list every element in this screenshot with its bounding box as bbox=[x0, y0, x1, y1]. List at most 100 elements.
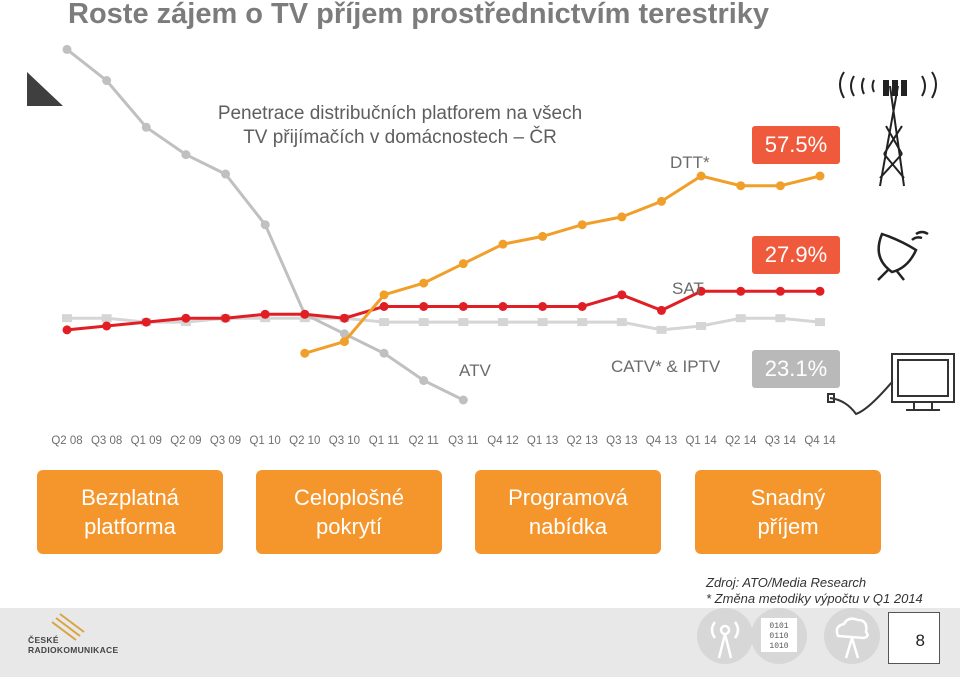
chart-subtitle-line2: TV přijímačích v domácnostech – ČR bbox=[243, 127, 557, 148]
x-tick-label: Q2 10 bbox=[289, 435, 320, 447]
x-tick-label: Q1 13 bbox=[527, 435, 558, 447]
chart-x-ticks: Q2 08 Q3 08 Q1 09 Q2 09 Q3 09 Q1 10 Q2 10 Q3 10… bbox=[51, 435, 836, 447]
source-note: Zdroj: ATO/Media Research * Změna metodi… bbox=[706, 575, 923, 607]
feature-line1: Bezplatná bbox=[81, 485, 179, 510]
x-tick-label: Q3 14 bbox=[765, 435, 797, 447]
data-point-dtt bbox=[339, 337, 349, 347]
tv-set-icon bbox=[827, 353, 955, 416]
data-point-sat bbox=[339, 313, 349, 323]
svg-text:1010: 1010 bbox=[769, 642, 788, 651]
logo-line2: RADIOKOMUNIKACE bbox=[28, 645, 119, 655]
data-point-dtt bbox=[696, 171, 706, 181]
feature-line2: nabídka bbox=[528, 514, 608, 539]
sat-value-badge: 27.9% bbox=[752, 236, 840, 274]
data-point-sat bbox=[141, 317, 151, 327]
data-point-catv bbox=[418, 318, 429, 327]
x-tick-label: Q1 09 bbox=[131, 435, 162, 447]
data-point-sat bbox=[656, 305, 666, 315]
data-point-dtt bbox=[379, 290, 389, 300]
data-point-atv bbox=[379, 348, 389, 358]
data-point-dtt bbox=[419, 278, 429, 288]
feature-line2: platforma bbox=[84, 514, 176, 539]
x-tick-label: Q1 11 bbox=[369, 435, 399, 447]
data-point-catv bbox=[775, 314, 786, 323]
series-label-atv: ATV bbox=[459, 361, 491, 380]
data-point-dtt bbox=[617, 212, 627, 222]
data-point-catv bbox=[735, 314, 746, 323]
data-point-catv bbox=[656, 325, 667, 334]
data-point-sat bbox=[181, 313, 191, 323]
transmitter-icon bbox=[839, 71, 937, 187]
feature-line2: pokrytí bbox=[315, 514, 383, 539]
data-point-atv bbox=[419, 376, 429, 386]
data-point-catv bbox=[537, 318, 548, 327]
data-point-sat bbox=[221, 313, 231, 323]
x-tick-label: Q4 12 bbox=[487, 435, 518, 447]
x-tick-label: Q3 08 bbox=[91, 435, 122, 447]
data-point-atv bbox=[62, 44, 72, 54]
data-point-atv bbox=[181, 150, 191, 160]
data-point-sat bbox=[300, 309, 310, 319]
x-tick-label: Q3 09 bbox=[210, 435, 241, 447]
logo-line1: ČESKÉ bbox=[28, 635, 59, 645]
x-tick-label: Q1 10 bbox=[249, 435, 280, 447]
x-tick-label: Q2 11 bbox=[408, 435, 438, 447]
data-point-catv bbox=[101, 314, 112, 323]
data-point-sat bbox=[102, 321, 112, 331]
x-tick-label: Q2 13 bbox=[567, 435, 598, 447]
data-point-dtt bbox=[538, 231, 548, 241]
feature-button-coverage[interactable]: Celoplošné pokrytí bbox=[256, 470, 442, 554]
feature-button-easy-reception[interactable]: Snadný příjem bbox=[695, 470, 881, 554]
dtt-value-badge: 57.5% bbox=[752, 126, 840, 164]
data-point-catv bbox=[696, 321, 707, 330]
data-point-sat bbox=[736, 286, 746, 296]
data-point-dtt bbox=[656, 196, 666, 206]
data-point-atv bbox=[339, 329, 349, 339]
data-point-dtt bbox=[458, 259, 468, 269]
data-point-sat bbox=[379, 302, 389, 312]
feature-button-free-platform[interactable]: Bezplatná platforma bbox=[37, 470, 223, 554]
data-point-dtt bbox=[736, 181, 746, 191]
data-point-sat bbox=[538, 302, 548, 312]
data-point-catv bbox=[616, 318, 627, 327]
data-point-sat bbox=[260, 309, 270, 319]
methodology-note: * Změna metodiky výpočtu v Q1 2014 bbox=[706, 591, 923, 606]
x-tick-label: Q4 13 bbox=[646, 435, 677, 447]
feature-line1: Celoplošné bbox=[293, 485, 405, 510]
data-point-catv bbox=[62, 314, 72, 323]
data-point-sat bbox=[617, 290, 627, 300]
line-chart: Q2 08 Q3 08 Q1 09 Q2 09 Q3 09 Q1 10 Q2 10 Q3 10… bbox=[51, 44, 836, 447]
x-tick-label: Q3 13 bbox=[606, 435, 637, 447]
feature-line1: Snadný bbox=[750, 485, 826, 510]
data-point-sat bbox=[775, 286, 785, 296]
atv-value-badge: 23.1% bbox=[752, 350, 840, 388]
svg-text:0101: 0101 bbox=[769, 622, 788, 631]
chart-subtitle-line1: Penetrace distribučních platforem na vše… bbox=[217, 103, 583, 124]
data-point-sat bbox=[458, 302, 468, 312]
data-point-catv bbox=[497, 318, 508, 327]
data-point-atv bbox=[141, 122, 151, 132]
chart-lines bbox=[62, 44, 825, 405]
cloud-tower-icon bbox=[824, 608, 880, 664]
data-point-sat bbox=[419, 302, 429, 312]
satellite-dish-icon bbox=[877, 230, 929, 281]
x-tick-label: Q4 14 bbox=[804, 435, 836, 447]
data-point-dtt bbox=[498, 239, 508, 249]
data-point-atv bbox=[221, 169, 231, 179]
feature-button-program-offer[interactable]: Programová nabídka bbox=[475, 470, 661, 554]
x-tick-label: Q3 11 bbox=[448, 435, 478, 447]
page-number: 8 bbox=[888, 612, 940, 664]
data-point-sat bbox=[577, 302, 587, 312]
feature-line1: Programová bbox=[508, 485, 628, 510]
data-point-sat bbox=[815, 286, 825, 296]
feature-line2: příjem bbox=[757, 514, 819, 539]
data-point-catv bbox=[815, 318, 825, 327]
data-point-dtt bbox=[815, 171, 825, 181]
company-logo: ČESKÉ RADIOKOMUNIKACE bbox=[28, 635, 118, 655]
data-point-atv bbox=[260, 220, 270, 230]
logo-mark-icon bbox=[51, 613, 85, 641]
series-label-catv: CATV* & IPTV bbox=[611, 357, 721, 376]
data-point-sat bbox=[696, 286, 706, 296]
data-point-dtt bbox=[577, 220, 587, 230]
series-line-sat bbox=[66, 289, 820, 332]
